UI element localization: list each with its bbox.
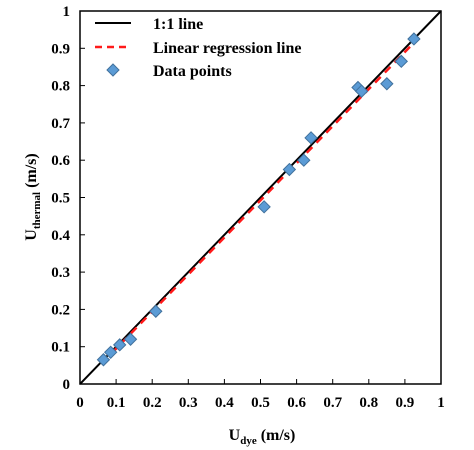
x-axis-title-main: U	[229, 427, 241, 444]
data-point	[257, 200, 271, 214]
y-tick-label: 1	[63, 4, 71, 20]
y-tick-label: 0.4	[51, 228, 70, 244]
legend: 1:1 line Linear regression line Data poi…	[95, 16, 301, 80]
x-tick-label: 0.1	[107, 395, 126, 411]
legend-swatch-data-points	[106, 63, 120, 77]
data-point	[149, 304, 163, 318]
legend-label-regression: Linear regression line	[153, 40, 301, 57]
data-point	[394, 54, 408, 69]
data-point	[354, 84, 369, 98]
x-tick-label: 0.7	[323, 395, 342, 411]
data-point	[282, 162, 297, 177]
y-axis-title-sub: thermal	[31, 192, 43, 229]
x-tick-label: 0.3	[179, 395, 198, 411]
y-tick-label: 0.9	[51, 41, 70, 57]
y-tick-label: 0.2	[51, 302, 70, 318]
y-tick-label: 0.6	[51, 153, 70, 169]
x-tick-label: 0.5	[251, 395, 270, 411]
data-point	[96, 353, 111, 367]
data-point	[304, 131, 318, 145]
x-tick-label: 0.9	[396, 395, 415, 411]
x-tick-label: 0.8	[359, 395, 378, 411]
x-axis-ticks: 0 0.1 0.2 0.3 0.4 0.5 0.6 0.7 0.8 0.9 1	[76, 379, 445, 411]
one-to-one-line	[79, 10, 442, 385]
x-tick-label: 0.2	[143, 395, 162, 411]
x-axis-title-sub: dye	[240, 435, 257, 447]
x-tick-label: 0	[76, 395, 84, 411]
y-axis-ticks: 0 0.1 0.2 0.3 0.4 0.5 0.6 0.7 0.8 0.9 1	[51, 4, 85, 393]
x-tick-label: 0.6	[287, 395, 306, 411]
legend-label-data-points: Data points	[153, 63, 232, 80]
x-tick-label: 1	[437, 395, 445, 411]
data-point	[113, 338, 127, 352]
y-tick-label: 0.8	[51, 79, 70, 95]
data-point	[297, 153, 311, 167]
y-tick-label: 0.5	[51, 191, 70, 207]
data-point	[123, 332, 138, 346]
regression-line	[100, 39, 417, 365]
data-point	[407, 32, 421, 46]
y-tick-label: 0.1	[51, 340, 70, 356]
data-point	[380, 77, 394, 91]
y-axis-title-unit: (m/s)	[23, 153, 40, 192]
y-axis-title: Uthermal (m/s)	[23, 153, 43, 240]
x-axis-title: Udye (m/s)	[229, 427, 296, 447]
y-tick-label: 0	[63, 377, 71, 393]
legend-label-1-1-line: 1:1 line	[153, 16, 203, 33]
y-tick-label: 0.7	[51, 116, 70, 132]
x-axis-title-unit: (m/s)	[257, 427, 296, 444]
x-tick-label: 0.4	[215, 395, 234, 411]
plot-marks	[79, 10, 442, 385]
data-point	[103, 345, 118, 360]
y-axis-title-main: U	[23, 229, 40, 241]
y-tick-label: 0.3	[51, 265, 70, 281]
